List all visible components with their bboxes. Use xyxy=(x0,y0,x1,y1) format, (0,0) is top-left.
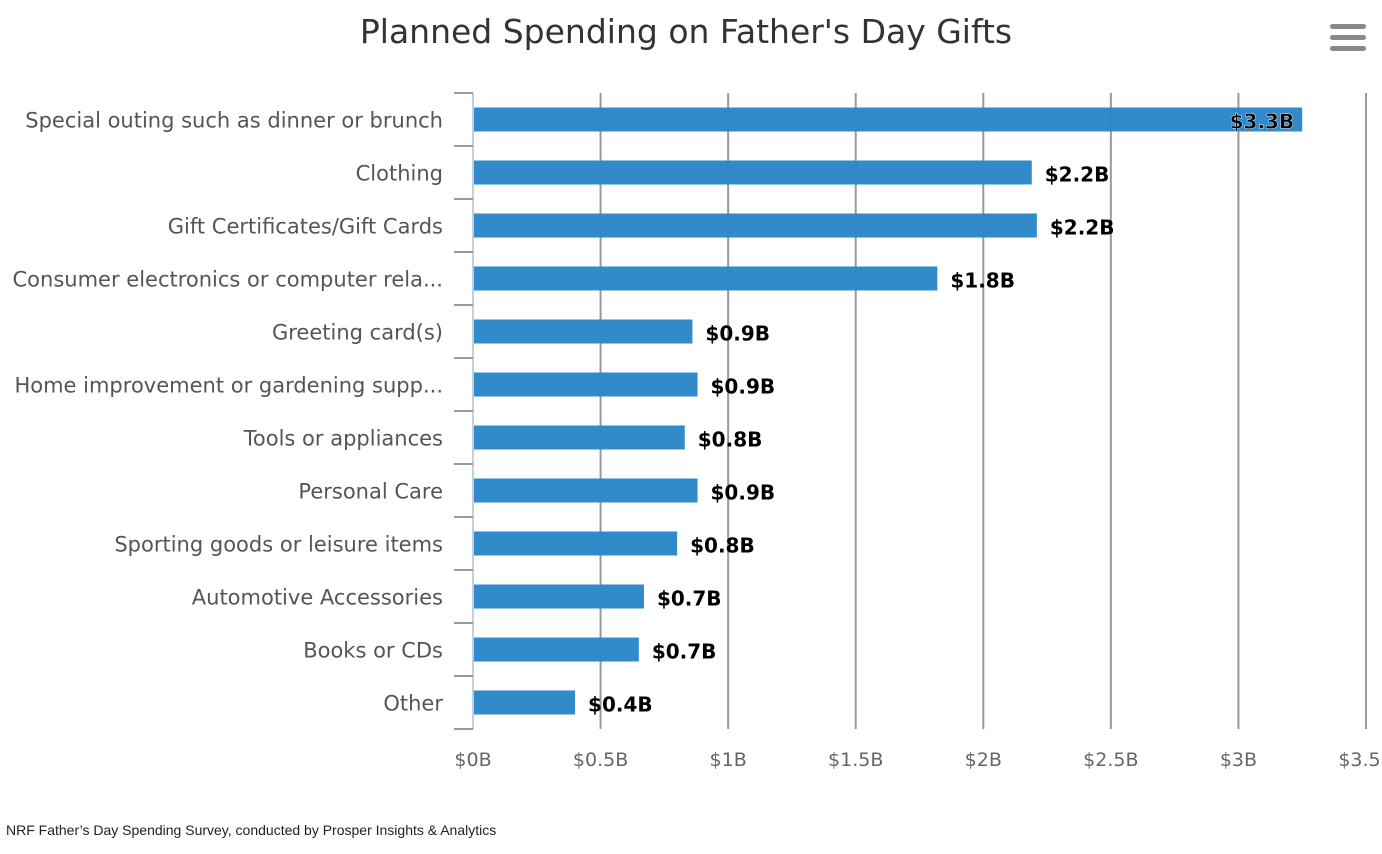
data-label: $2.2B xyxy=(1050,216,1115,240)
source-note: NRF Father’s Day Spending Survey, conduc… xyxy=(6,822,497,838)
bar[interactable] xyxy=(473,319,693,344)
x-tick-label: $2B xyxy=(965,749,1002,771)
category-label: Sporting goods or leisure items xyxy=(114,533,443,557)
data-label: $3.3B xyxy=(1230,110,1295,134)
bar[interactable] xyxy=(473,160,1032,185)
bar[interactable] xyxy=(473,425,685,450)
category-label: Greeting card(s) xyxy=(272,321,443,345)
category-label: Consumer electronics or computer rela... xyxy=(13,268,443,292)
x-tick-label: $0.5B xyxy=(573,749,628,771)
bar[interactable] xyxy=(473,213,1037,238)
category-label: Personal Care xyxy=(298,480,443,504)
data-label: $0.7B xyxy=(657,587,722,611)
data-label: $1.8B xyxy=(950,269,1015,293)
data-label: $0.9B xyxy=(711,481,776,505)
x-tick-label: $1.5B xyxy=(828,749,883,771)
category-label: Home improvement or gardening supp... xyxy=(14,374,443,398)
x-tick-label: $3.5B xyxy=(1338,749,1382,771)
data-label: $0.7B xyxy=(652,640,717,664)
bar[interactable] xyxy=(473,266,938,291)
category-label: Clothing xyxy=(356,162,443,186)
x-tick-label: $0B xyxy=(454,749,491,771)
x-tick-label: $2.5B xyxy=(1083,749,1138,771)
category-label: Tools or appliances xyxy=(243,427,443,451)
data-label: $0.4B xyxy=(588,693,653,717)
data-label: $0.8B xyxy=(698,428,763,452)
category-label: Special outing such as dinner or brunch xyxy=(25,109,443,133)
chart-title: Planned Spending on Father's Day Gifts xyxy=(359,12,1013,51)
bar[interactable] xyxy=(473,690,576,715)
bar[interactable] xyxy=(473,531,678,556)
bar[interactable] xyxy=(473,107,1303,132)
x-tick-label: $1B xyxy=(710,749,747,771)
bar[interactable] xyxy=(473,478,698,503)
data-label: $0.9B xyxy=(705,322,770,346)
bar[interactable] xyxy=(473,584,644,609)
category-label: Gift Certificates/Gift Cards xyxy=(168,215,443,239)
chart-menu-button[interactable] xyxy=(1330,24,1366,54)
category-label: Books or CDs xyxy=(303,639,443,663)
data-label: $2.2B xyxy=(1045,163,1110,187)
bar[interactable] xyxy=(473,637,639,662)
data-label: $0.8B xyxy=(690,534,755,558)
category-label: Other xyxy=(383,692,443,716)
bar[interactable] xyxy=(473,372,698,397)
x-tick-label: $3B xyxy=(1220,749,1257,771)
category-label: Automotive Accessories xyxy=(192,586,443,610)
hamburger-menu-icon xyxy=(1330,24,1366,51)
data-label: $0.9B xyxy=(711,375,776,399)
